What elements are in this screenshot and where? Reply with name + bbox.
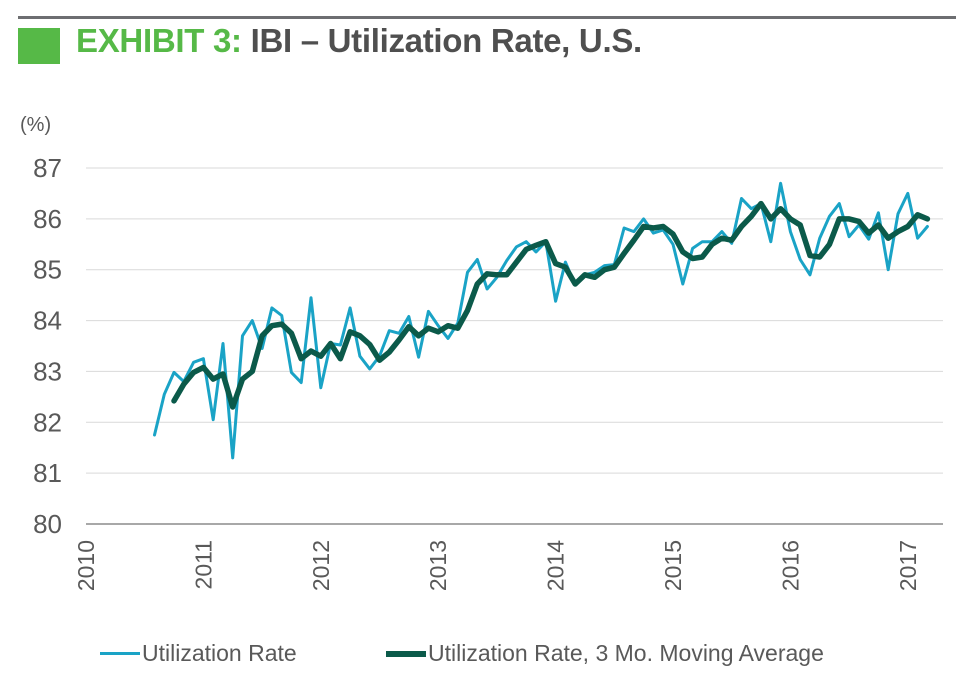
series-layer — [153, 181, 931, 460]
title-accent-block — [18, 28, 60, 64]
x-tick-label: 2015 — [660, 540, 686, 591]
legend: Utilization Rate Utilization Rate, 3 Mo.… — [0, 640, 977, 674]
y-tick-label: 86 — [33, 204, 62, 234]
exhibit-label: EXHIBIT 3: — [76, 22, 242, 59]
grid-layer — [86, 167, 943, 525]
legend-item-moving-average: Utilization Rate, 3 Mo. Moving Average — [386, 640, 824, 667]
y-tick-label: 85 — [33, 255, 62, 285]
chart-title: EXHIBIT 3: IBI – Utilization Rate, U.S. — [76, 22, 642, 60]
x-tick-label: 2016 — [777, 540, 803, 591]
x-tick-label: 2010 — [73, 540, 99, 591]
y-tick-label: 87 — [33, 153, 62, 183]
y-axis-unit-label: (%) — [20, 114, 51, 136]
legend-item-rate: Utilization Rate — [100, 640, 297, 667]
y-tick-label: 82 — [33, 407, 62, 437]
legend-swatch-moving-average — [386, 650, 426, 657]
x-tick-label: 2017 — [895, 540, 921, 591]
y-tick-label: 80 — [33, 509, 62, 539]
x-tick-labels: 2010 2011 2012 2013 2014 2015 2016 2017 — [73, 540, 921, 591]
legend-label-rate: Utilization Rate — [142, 640, 297, 666]
series-line-moving-average — [171, 200, 931, 410]
y-tick-label: 81 — [33, 458, 62, 488]
title-text: IBI – Utilization Rate, U.S. — [250, 22, 643, 59]
x-tick-label: 2013 — [425, 540, 451, 591]
legend-label-moving-average: Utilization Rate, 3 Mo. Moving Average — [428, 640, 824, 666]
top-rule — [18, 16, 956, 19]
x-tick-label: 2012 — [308, 540, 334, 591]
legend-swatch-rate — [100, 652, 140, 655]
y-tick-label: 84 — [33, 306, 62, 336]
x-tick-label: 2011 — [190, 540, 216, 589]
series-points-1 — [174, 204, 928, 408]
x-tick-label: 2014 — [543, 540, 569, 591]
y-tick-labels: 80 81 82 83 84 85 86 87 — [33, 153, 62, 539]
y-tick-label: 83 — [33, 356, 62, 386]
